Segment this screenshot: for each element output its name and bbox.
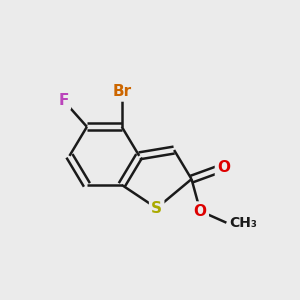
Text: O: O: [217, 160, 230, 175]
Text: Br: Br: [112, 84, 131, 99]
Text: S: S: [151, 201, 162, 216]
Text: O: O: [194, 204, 207, 219]
Text: F: F: [58, 93, 69, 108]
Text: CH₃: CH₃: [229, 216, 257, 230]
